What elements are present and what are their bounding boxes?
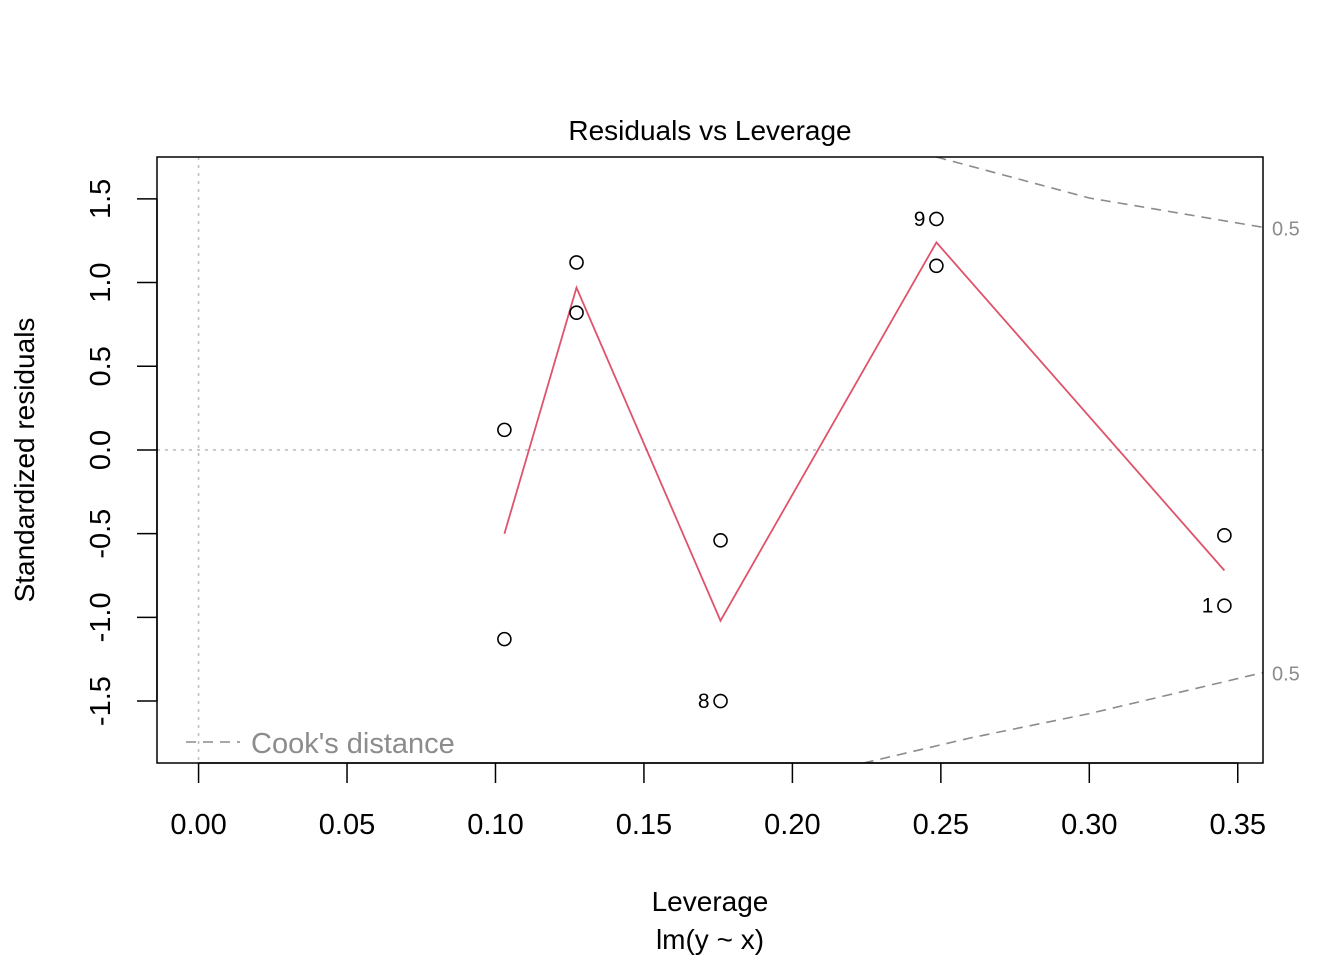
y-tick-label: -0.5	[85, 509, 117, 559]
x-axis-label: Leverage	[652, 886, 769, 917]
smoother-line-group	[503, 240, 1226, 623]
x-tick-label: 0.15	[616, 809, 672, 841]
data-point	[569, 255, 584, 270]
data-point	[713, 693, 728, 709]
cooks-distance-upper-line	[936, 157, 1263, 229]
y-tick-label: 0.0	[85, 430, 117, 470]
data-point	[713, 533, 728, 548]
x-tick-label: 0.35	[1210, 809, 1266, 841]
y-axis-label: Standardized residuals	[9, 318, 40, 603]
x-tick-label: 0.20	[764, 809, 820, 841]
cooks-distance-label-lower: 0.5	[1272, 664, 1300, 686]
y-tick-label: -1.0	[85, 592, 117, 642]
x-tick-label: 0.05	[319, 809, 375, 841]
y-tick-label: 0.5	[85, 346, 117, 386]
data-point	[929, 258, 944, 274]
point-label: 9	[914, 208, 926, 231]
y-tick-label: 1.0	[85, 262, 117, 302]
data-point	[1217, 598, 1232, 613]
y-tick-label: 1.5	[85, 179, 117, 219]
cooks-distance-label-upper: 0.5	[1272, 218, 1300, 240]
x-axis-sublabel: lm(y ~ x)	[656, 924, 764, 955]
x-tick-label: 0.10	[467, 809, 523, 841]
data-point	[497, 422, 512, 438]
point-labels-group: 8 9 1	[698, 208, 1214, 713]
x-axis: 0.00 0.05 0.10 0.15 0.20 0.25 0.30 0.35	[170, 762, 1266, 841]
cooks-distance-lines	[863, 157, 1263, 763]
y-tick-label: -1.5	[85, 676, 117, 726]
chart-title: Residuals vs Leverage	[568, 115, 851, 146]
y-axis: -1.5 -1.0 -0.5 0.0 0.5 1.0 1.5	[85, 179, 158, 726]
cooks-distance-labels: 0.5 0.5	[1272, 218, 1300, 685]
legend-label: Cook's distance	[251, 728, 455, 760]
point-label: 8	[698, 690, 710, 713]
points-group	[497, 211, 1232, 709]
data-point	[569, 305, 584, 320]
data-point	[497, 631, 512, 647]
data-point	[929, 211, 944, 227]
reference-lines	[157, 157, 1263, 763]
x-tick-label: 0.30	[1061, 809, 1117, 841]
smoother-line	[503, 240, 1226, 623]
legend: Cook's distance	[186, 728, 455, 760]
cooks-distance-lower-line	[863, 671, 1263, 763]
plot-frame	[156, 156, 1264, 764]
x-tick-label: 0.25	[913, 809, 969, 841]
point-label: 1	[1202, 595, 1214, 618]
data-point	[1217, 528, 1232, 543]
x-tick-label: 0.00	[170, 809, 226, 841]
